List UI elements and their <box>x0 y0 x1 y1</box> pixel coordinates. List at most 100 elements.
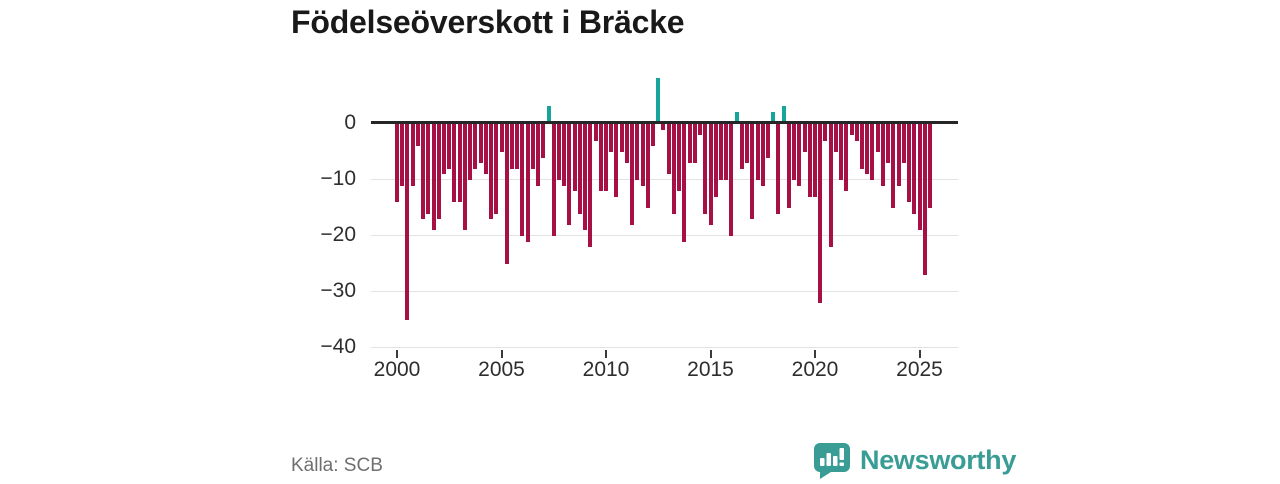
bar <box>729 124 734 236</box>
bar <box>551 124 556 236</box>
bar <box>666 124 671 175</box>
bar <box>609 124 614 152</box>
bar <box>765 124 770 158</box>
bar <box>901 124 906 164</box>
bar <box>400 124 405 186</box>
bar <box>745 124 750 164</box>
x-tick-mark <box>500 350 503 358</box>
bar <box>515 124 520 169</box>
bar <box>682 124 687 242</box>
bar <box>509 124 514 169</box>
bar <box>807 124 812 197</box>
bar <box>708 124 713 225</box>
newsworthy-icon <box>812 442 851 479</box>
newsworthy-wordmark: Newsworthy <box>860 445 1017 475</box>
bar <box>833 124 838 152</box>
bar <box>875 124 880 152</box>
bar <box>813 124 817 197</box>
y-axis-label: −30 <box>320 279 356 302</box>
bar <box>692 124 697 164</box>
x-axis-label: 2025 <box>896 358 943 381</box>
gridline <box>371 179 958 180</box>
bar <box>442 124 447 175</box>
bar <box>567 124 572 225</box>
bar <box>651 124 656 147</box>
bar <box>462 124 467 231</box>
bar <box>415 124 420 147</box>
bar <box>671 124 676 214</box>
bar <box>828 124 833 248</box>
bar <box>520 124 525 236</box>
x-axis-label: 2000 <box>373 358 421 381</box>
newsworthy-logo: Newsworthy <box>812 442 1016 479</box>
bar <box>494 124 499 214</box>
x-tick-mark <box>396 350 398 358</box>
bar <box>645 124 650 208</box>
bar <box>755 124 760 180</box>
bar <box>410 124 415 186</box>
bar <box>713 124 718 197</box>
bar <box>504 124 509 264</box>
bar <box>593 124 598 141</box>
bar <box>395 124 399 203</box>
bar <box>598 124 603 192</box>
bar <box>734 111 739 123</box>
bar <box>426 124 431 214</box>
bar <box>781 106 786 123</box>
bar <box>473 124 478 169</box>
bar <box>536 124 541 186</box>
bar <box>907 124 912 203</box>
x-tick-mark <box>814 350 816 358</box>
bar <box>604 124 608 192</box>
bar <box>776 124 781 214</box>
bar <box>792 124 797 180</box>
bar <box>614 124 619 197</box>
bar <box>468 124 473 180</box>
gridline <box>371 291 958 292</box>
bar <box>499 124 504 152</box>
bar <box>677 124 682 192</box>
chart-title: Födelseöverskott i Bräcke <box>291 4 685 40</box>
bar <box>718 124 723 180</box>
x-axis-label: 2020 <box>791 358 839 381</box>
bar <box>865 124 870 175</box>
bar <box>546 106 551 123</box>
bar <box>619 124 624 152</box>
bar <box>530 124 535 169</box>
bar <box>457 124 462 203</box>
bar <box>797 124 802 186</box>
bar <box>854 124 859 141</box>
bar <box>436 124 441 220</box>
bar <box>922 124 927 276</box>
bar <box>483 124 488 175</box>
bar <box>431 124 436 231</box>
bar <box>896 124 901 186</box>
chart-area: 0 −10 −20 −30 −40 2000 2005 2010 2015 2020 2025 <box>320 70 958 381</box>
bar <box>630 124 635 225</box>
x-axis-label: 2010 <box>582 358 630 381</box>
bar <box>541 124 546 158</box>
source-label: Källa: SCB <box>291 455 383 476</box>
bar <box>760 124 765 186</box>
bar <box>562 124 567 186</box>
bar <box>724 124 729 180</box>
bar <box>583 124 588 231</box>
bar <box>886 124 891 164</box>
bar <box>891 124 896 208</box>
gridline <box>371 235 958 236</box>
bar <box>703 124 708 214</box>
plot-area <box>371 70 958 358</box>
bar <box>860 124 865 169</box>
bar <box>880 124 885 186</box>
bar <box>556 124 561 180</box>
bar <box>452 124 457 203</box>
bar <box>624 124 629 164</box>
bar <box>478 124 483 164</box>
bar <box>577 124 582 214</box>
bar <box>870 124 875 180</box>
y-axis-label: −40 <box>320 335 356 358</box>
bar <box>661 124 666 130</box>
bar <box>572 124 577 192</box>
bar <box>771 111 776 123</box>
bar <box>405 124 410 320</box>
